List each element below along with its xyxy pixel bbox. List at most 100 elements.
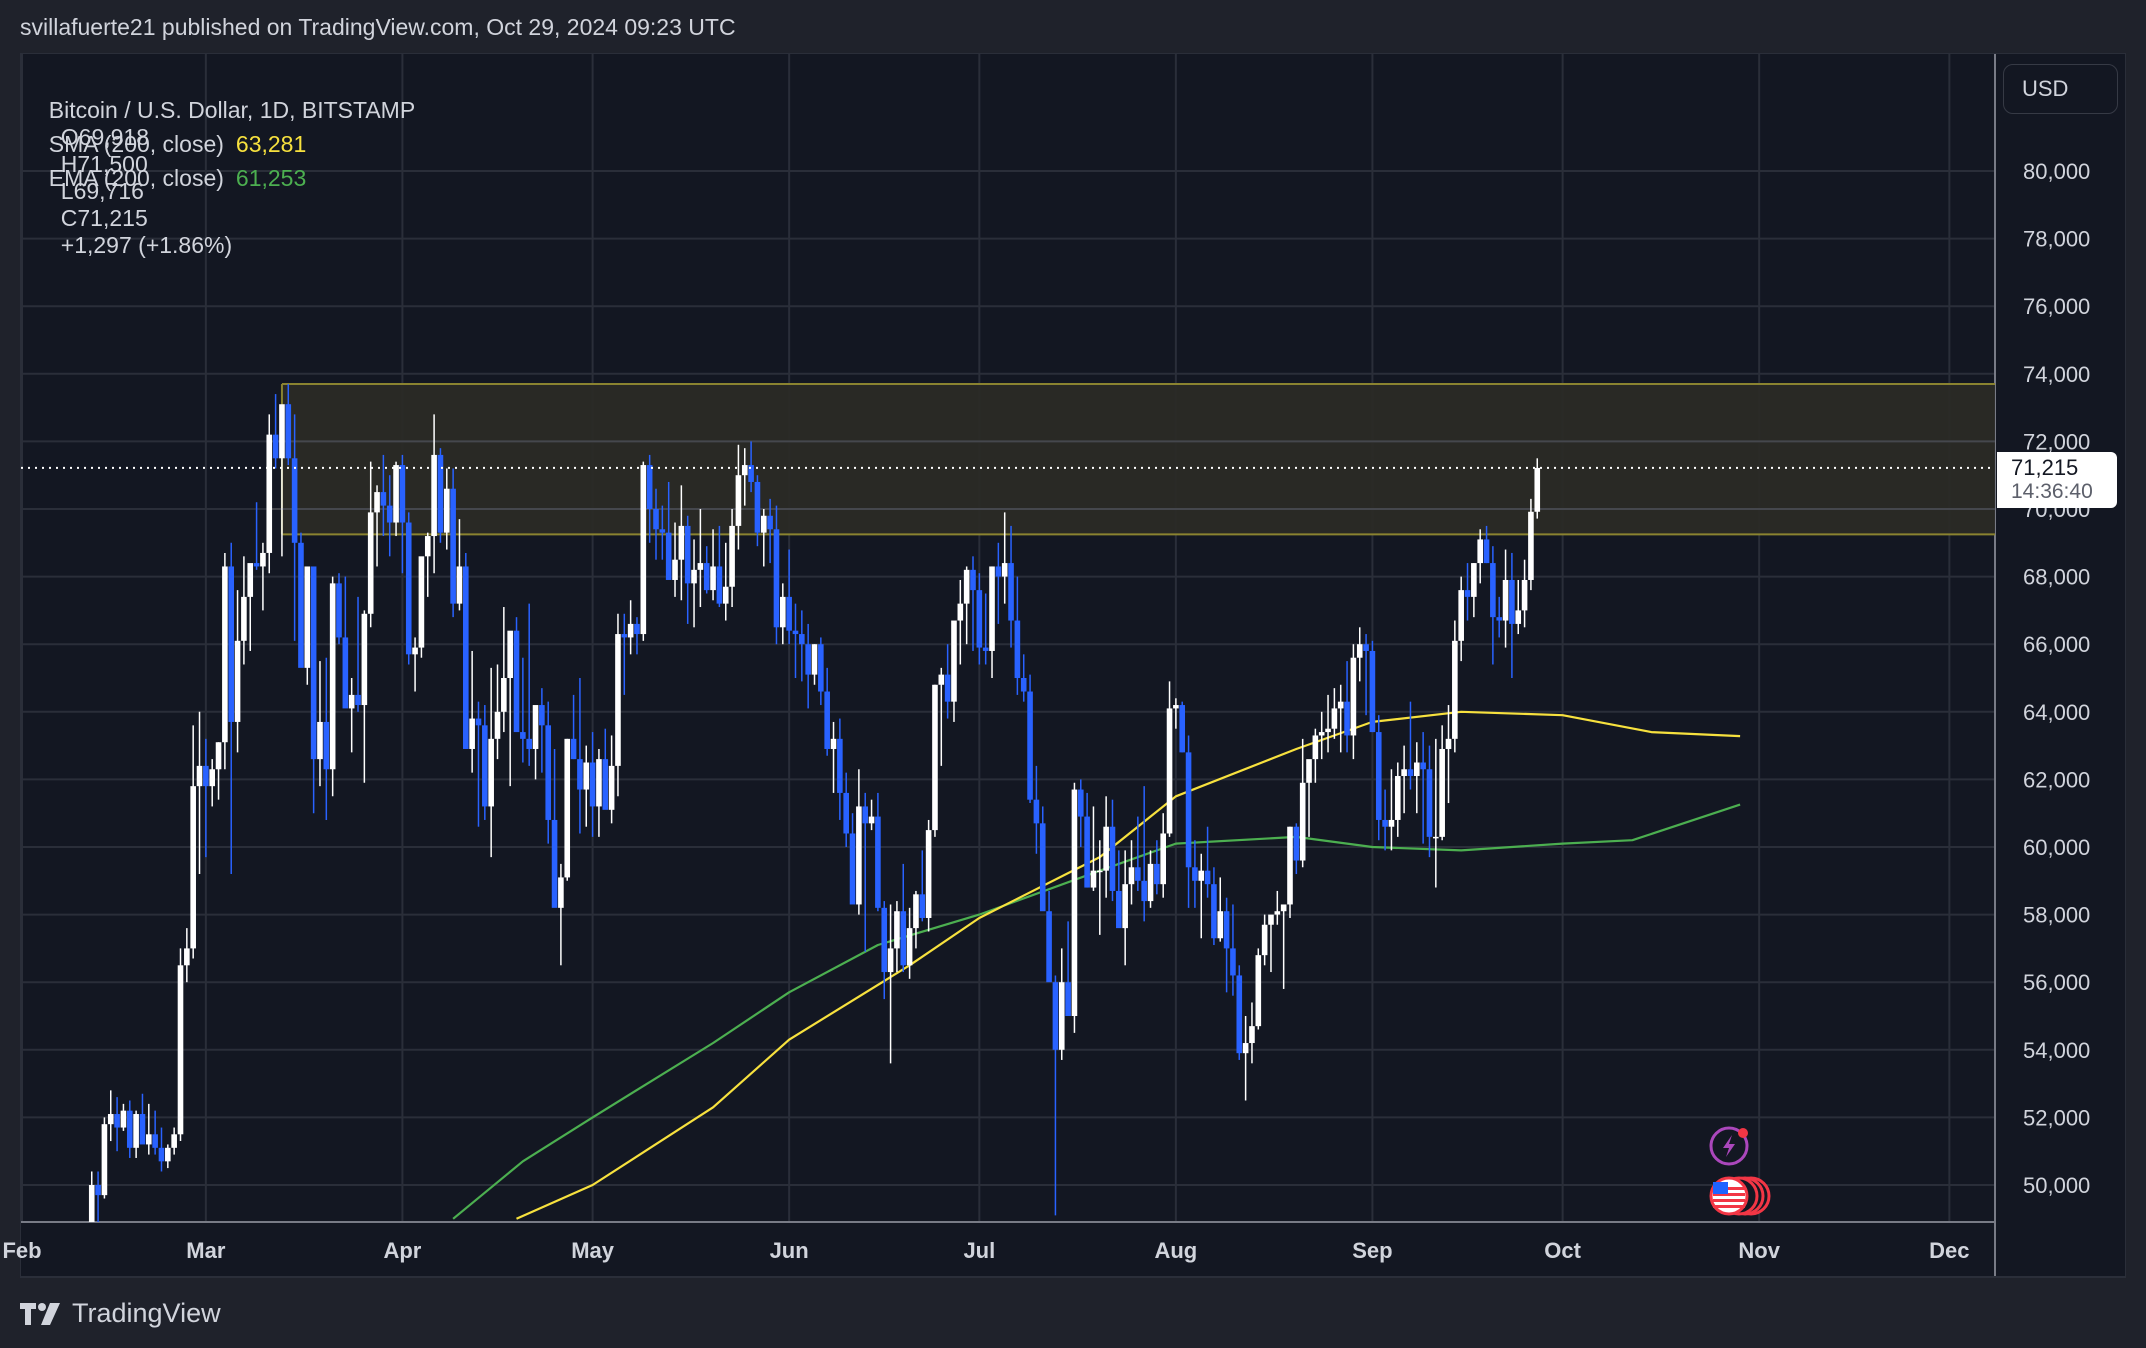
candle-body (1090, 870, 1097, 888)
ema-value: 61,253 (235, 165, 307, 191)
candle-body (1388, 819, 1395, 827)
economic-event-icon (1709, 1126, 1749, 1166)
candle-body (735, 475, 742, 526)
price-tick-label: 56,000 (2023, 970, 2090, 995)
candle-body (1477, 539, 1483, 564)
candle-body (596, 759, 602, 807)
candle-body (1020, 678, 1027, 692)
candle-body (1103, 826, 1109, 871)
ema-label: EMA (200, close) (48, 165, 224, 191)
candle-body (1255, 955, 1262, 1027)
candle-body (1052, 982, 1059, 1050)
candle-body (367, 512, 374, 614)
ema-200-line (452, 803, 1741, 1220)
candle-body (589, 762, 596, 807)
price-tick-label: 76,000 (2023, 294, 2090, 319)
candle-body (532, 705, 539, 749)
candle-body (951, 620, 957, 702)
candle-body (171, 1134, 177, 1148)
symbol-legend[interactable]: Bitcoin / U.S. Dollar, 1D, BITSTAMP O69,… (36, 70, 415, 259)
candle-body (1217, 911, 1224, 939)
candle-body (944, 674, 951, 702)
candle-body (760, 515, 767, 533)
candle-body (1350, 657, 1357, 736)
candle-body (539, 705, 545, 726)
chart-panel[interactable] (20, 53, 2126, 1278)
candle-body (272, 434, 279, 459)
candle-body (811, 644, 818, 675)
candle-body (317, 721, 323, 760)
candle-body (1337, 701, 1344, 709)
candle-body (291, 458, 298, 543)
candle-body (253, 563, 260, 567)
candle-body (982, 647, 989, 651)
candle-body (925, 830, 932, 918)
candle-body (1185, 752, 1192, 868)
candle-body (1312, 735, 1319, 760)
price-tick-label: 68,000 (2023, 565, 2090, 590)
candle-body (722, 586, 729, 604)
candle-body (209, 769, 215, 787)
ohlc-low: L69,716 (60, 178, 144, 204)
candle-body (887, 948, 894, 973)
candle-body (1515, 610, 1522, 624)
candle-body (868, 816, 875, 824)
candle-body (405, 522, 412, 655)
ema-legend[interactable]: EMA (200, close) 61,253 (36, 138, 307, 192)
candle-body (488, 738, 494, 807)
candle-body (1268, 914, 1274, 925)
price-tick-label: 50,000 (2023, 1173, 2090, 1198)
candle-body (146, 1134, 152, 1145)
tradingview-logo[interactable]: TradingView (20, 1298, 221, 1329)
candle-body (1154, 863, 1160, 885)
candle-body (1534, 467, 1541, 512)
candle-body (329, 583, 336, 770)
plot-area[interactable] (21, 382, 1995, 1263)
candle-body (1452, 640, 1458, 739)
candle-body (152, 1134, 158, 1148)
sma-legend[interactable]: SMA (200, close) 63,281 (36, 104, 307, 158)
price-tick-label: 52,000 (2023, 1105, 2090, 1130)
candle-body (843, 792, 849, 834)
candle-body (684, 525, 691, 584)
candle-body (469, 718, 475, 749)
candle-body (1097, 870, 1103, 873)
candle-body (1179, 705, 1186, 753)
candle-body (1306, 759, 1312, 783)
candle-body (1490, 563, 1496, 618)
candle-body (266, 434, 273, 553)
candle-body (773, 529, 780, 628)
candle-body (1293, 826, 1300, 861)
flag-stripe (1713, 1199, 1745, 1202)
candle-body (526, 738, 532, 749)
candle-body (482, 725, 488, 807)
candle-body (615, 634, 621, 766)
candle-body (1280, 904, 1287, 912)
candle-body (1420, 762, 1426, 770)
sma-value: 63,281 (235, 131, 307, 157)
candle-body (139, 1114, 146, 1145)
candle-body (786, 596, 792, 631)
ohlc-high: H71,500 (60, 151, 148, 177)
time-tick-label: Nov (1738, 1238, 1780, 1263)
candle-body (1433, 836, 1439, 839)
candle-body (1242, 1043, 1249, 1054)
candle-body (754, 481, 761, 533)
candle-body (1128, 867, 1135, 885)
candle-body (1426, 769, 1433, 837)
candle-body (748, 465, 754, 482)
candle-body (88, 1185, 95, 1222)
candle-body (837, 738, 843, 793)
ohlc-open: O69,918 (60, 124, 150, 150)
candle-body (310, 566, 317, 760)
candle-body (970, 569, 976, 591)
candle-body (1039, 823, 1046, 912)
currency-button[interactable]: USD (2003, 64, 2118, 114)
candle-body (165, 1147, 171, 1162)
candle-body (443, 488, 450, 533)
publisher-caption: svillafuerte21 published on TradingView.… (20, 14, 736, 40)
candle-body (767, 515, 773, 530)
candle-body (393, 465, 399, 523)
candle-body (729, 525, 735, 587)
